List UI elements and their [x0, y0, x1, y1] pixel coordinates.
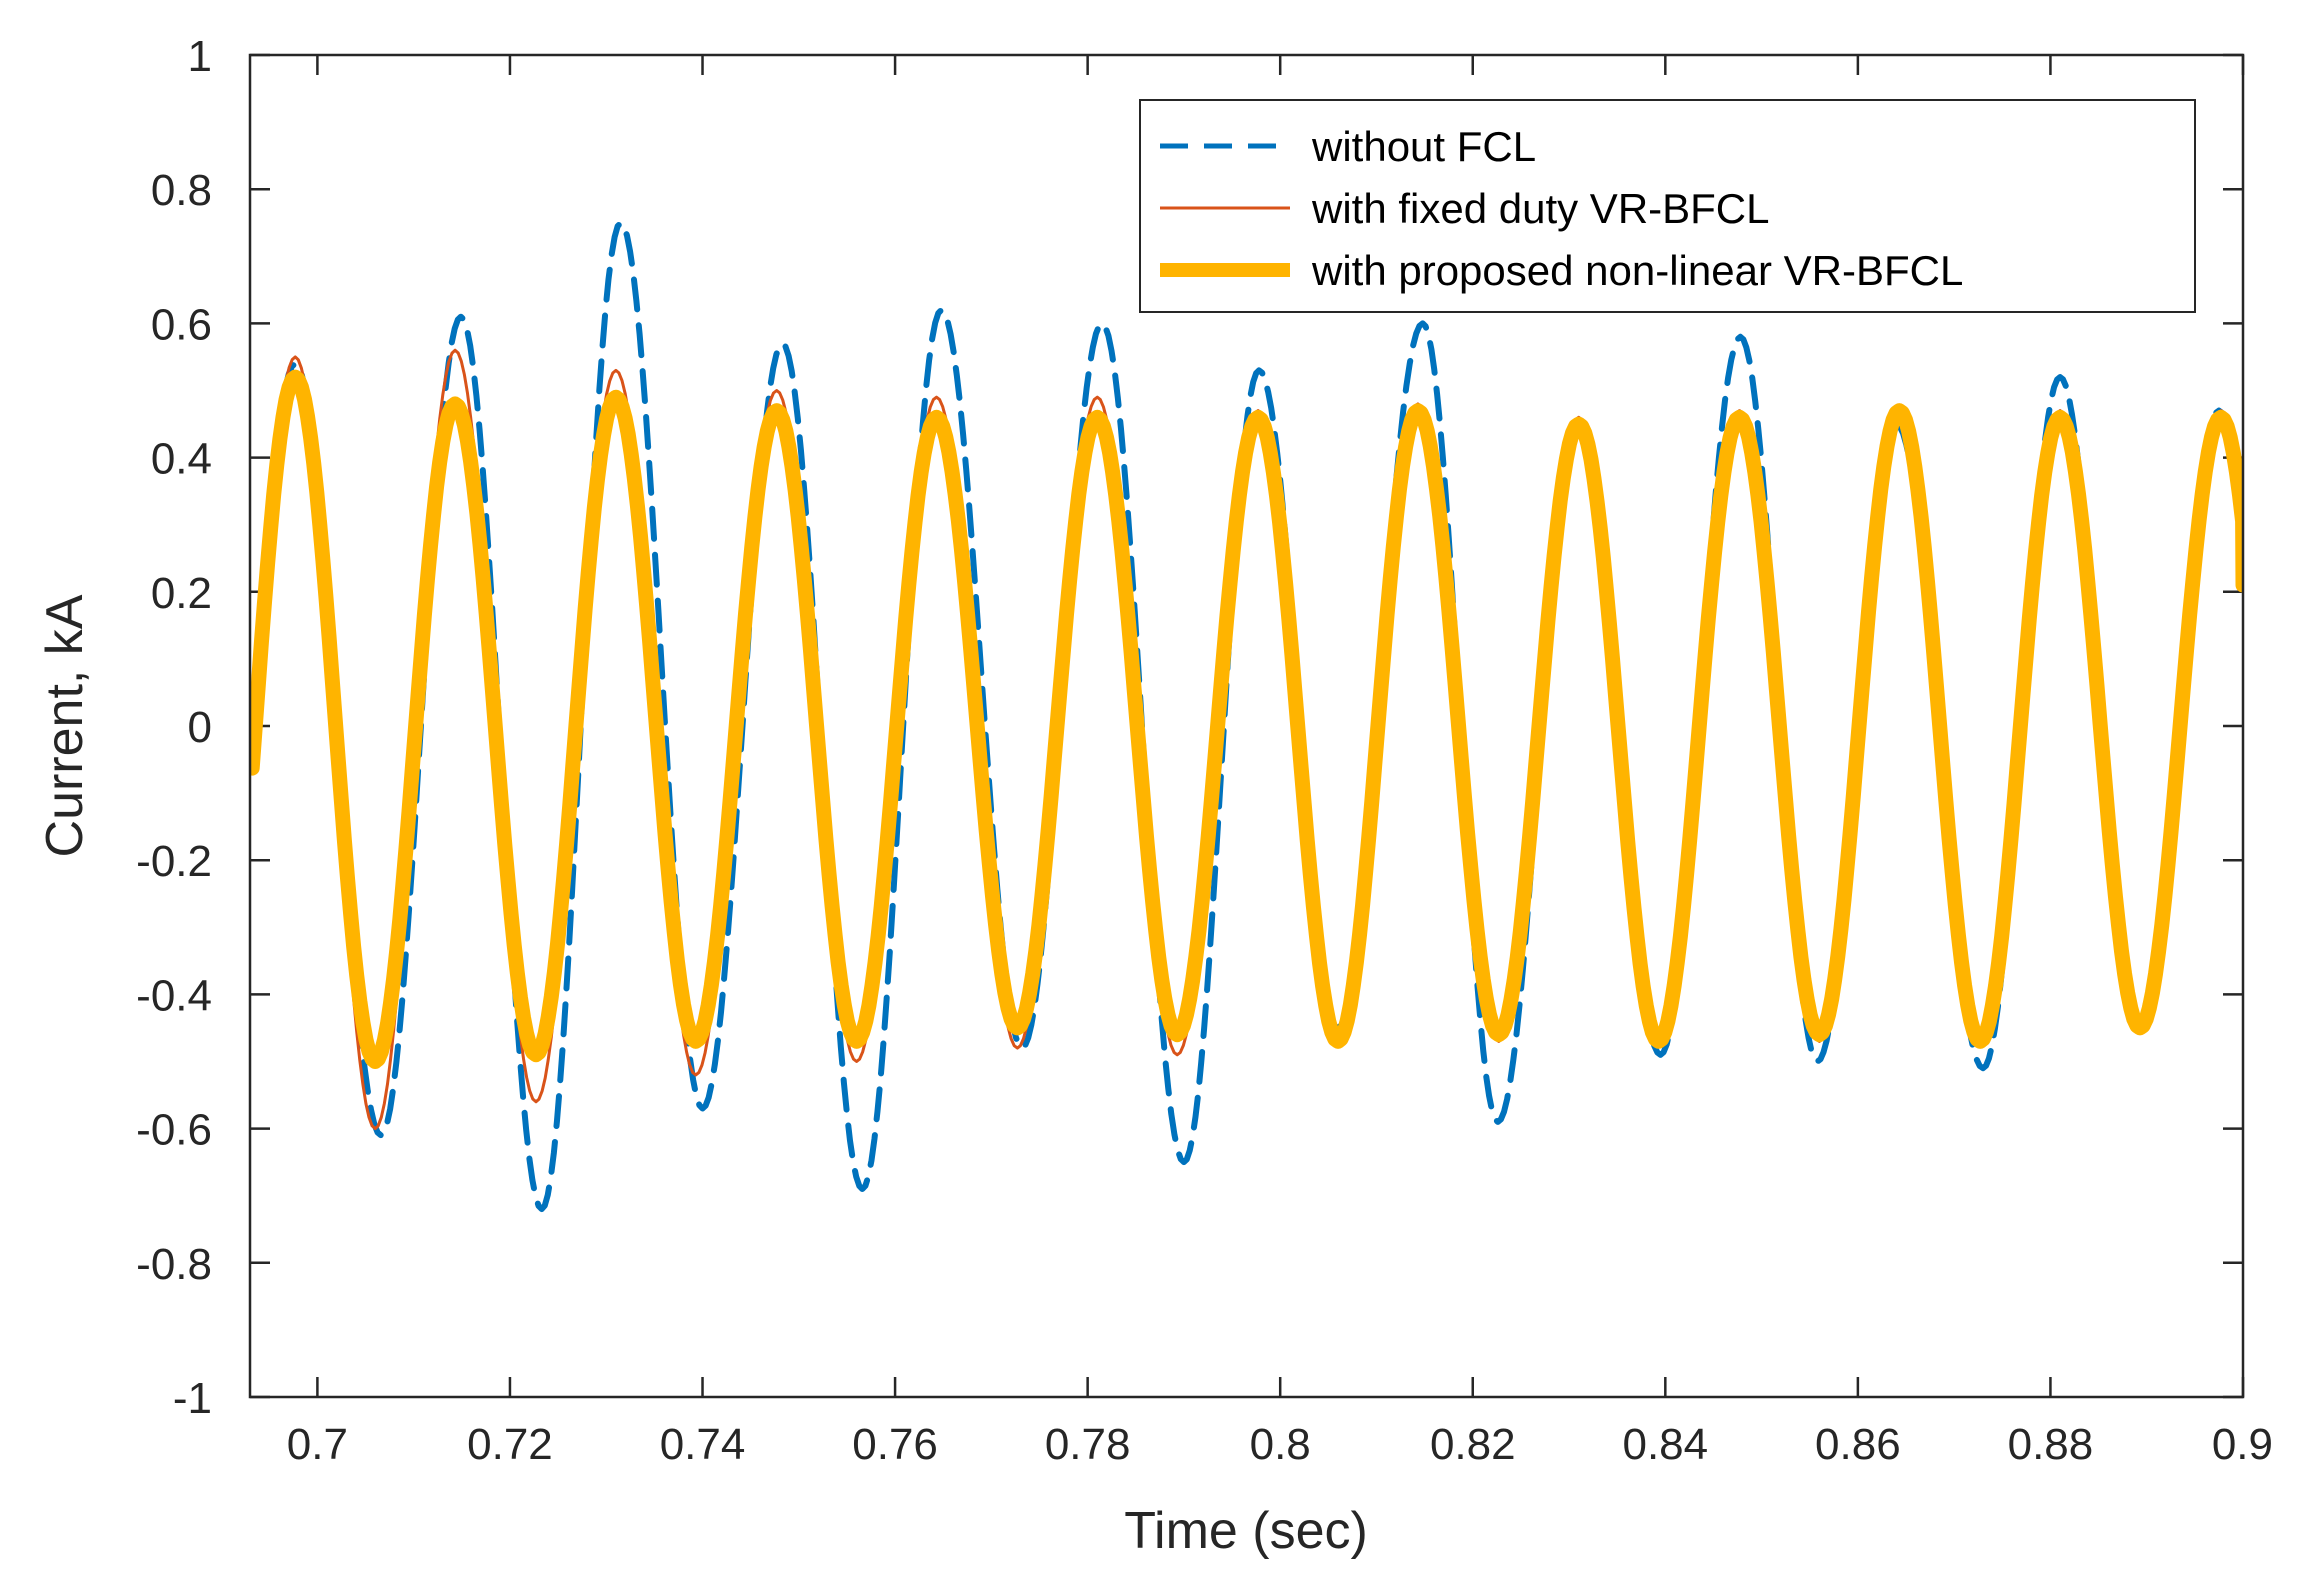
- x-tick-label: 0.86: [1815, 1420, 1901, 1469]
- y-tick-label: -0.4: [136, 971, 212, 1020]
- series-lines: [250, 219, 2243, 1213]
- x-axis-label: Time (sec): [1124, 1502, 1368, 1560]
- x-tick-label: 0.72: [467, 1420, 553, 1469]
- y-tick-labels: -1 -0.8 -0.6 -0.4 -0.2 0 0.2 0.4 0.6 0.8 1: [136, 32, 212, 1423]
- y-tick-label: -0.2: [136, 837, 212, 886]
- y-tick-label: 0: [188, 703, 212, 752]
- y-tick-label: 0.8: [151, 166, 212, 215]
- legend-box: [1139, 99, 2196, 313]
- y-tick-label: -0.8: [136, 1240, 212, 1289]
- x-tick-label: 0.84: [1622, 1420, 1708, 1469]
- x-tick-label: 0.76: [852, 1420, 938, 1469]
- x-tick-labels: 0.7 0.72 0.74 0.76 0.78 0.8 0.82 0.84 0.86 0.88 0.…: [287, 1420, 2273, 1469]
- x-tick-label: 0.8: [1250, 1420, 1311, 1469]
- x-tick-label: 0.74: [660, 1420, 746, 1469]
- y-tick-label: 0.2: [151, 569, 212, 618]
- legend: without FCL with fixed duty VR-BFCL with…: [1139, 99, 2196, 313]
- x-tick-label: 0.78: [1045, 1420, 1131, 1469]
- x-tick-label: 0.7: [287, 1420, 348, 1469]
- y-axis-label: Current, kA: [36, 594, 94, 857]
- y-tick-label: 1: [188, 32, 212, 81]
- y-tick-label: -1: [173, 1374, 212, 1423]
- axes-frame: [248, 53, 2245, 1399]
- y-tick-label: 0.4: [151, 435, 212, 484]
- legend-label-without-fcl: without FCL: [1311, 123, 1536, 170]
- x-tick-label: 0.9: [2212, 1420, 2273, 1469]
- series-line-3: [250, 369, 2243, 1069]
- legend-label-fixed-duty: with fixed duty VR-BFCL: [1311, 185, 1770, 232]
- y-tick-label: 0.6: [151, 300, 212, 349]
- legend-label-proposed: with proposed non-linear VR-BFCL: [1311, 247, 1963, 294]
- x-tick-label: 0.82: [1430, 1420, 1516, 1469]
- y-tick-label: -0.6: [136, 1106, 212, 1155]
- x-tick-label: 0.88: [2008, 1420, 2094, 1469]
